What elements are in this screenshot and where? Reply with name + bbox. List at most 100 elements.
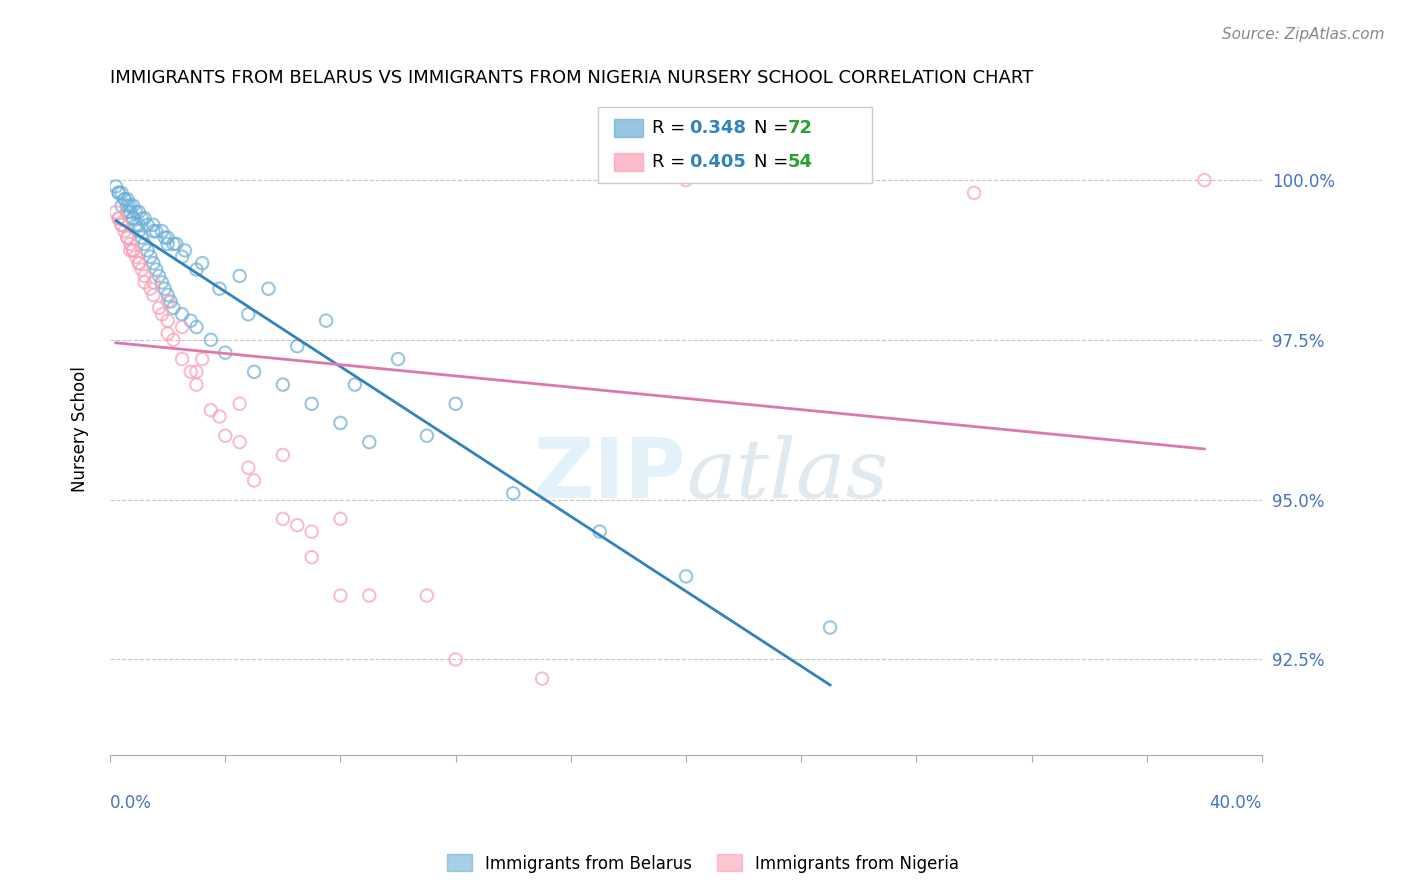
Point xyxy=(238,307,260,321)
Point xyxy=(142,218,165,232)
Point xyxy=(125,250,148,264)
Point xyxy=(134,211,156,226)
Point xyxy=(128,218,150,232)
Point xyxy=(444,652,467,666)
Point xyxy=(444,397,467,411)
Point xyxy=(301,550,323,565)
Point xyxy=(156,288,179,302)
Point xyxy=(214,345,236,359)
Point xyxy=(502,486,524,500)
Point xyxy=(208,282,231,296)
Point xyxy=(228,268,250,283)
Legend: Immigrants from Belarus, Immigrants from Nigeria: Immigrants from Belarus, Immigrants from… xyxy=(440,847,966,880)
Point xyxy=(145,224,167,238)
Point xyxy=(238,460,260,475)
Point xyxy=(150,307,173,321)
Point xyxy=(125,218,148,232)
Point xyxy=(416,429,439,443)
Point xyxy=(165,237,187,252)
Point xyxy=(122,211,145,226)
Point xyxy=(110,218,132,232)
Point xyxy=(285,518,308,533)
Point xyxy=(191,256,214,270)
Point xyxy=(128,205,150,219)
Point xyxy=(170,352,193,367)
Point xyxy=(134,268,156,283)
Point xyxy=(153,230,176,244)
Point xyxy=(120,244,142,258)
Point xyxy=(301,397,323,411)
Point xyxy=(285,339,308,353)
Point xyxy=(136,218,159,232)
Point xyxy=(675,173,697,187)
Point xyxy=(186,365,208,379)
Text: R =: R = xyxy=(652,120,692,137)
Point xyxy=(191,352,214,367)
Point xyxy=(142,288,165,302)
Text: Source: ZipAtlas.com: Source: ZipAtlas.com xyxy=(1222,27,1385,42)
Point xyxy=(139,250,162,264)
Text: 0.0%: 0.0% xyxy=(110,795,152,813)
Text: R =: R = xyxy=(652,153,692,170)
Point xyxy=(107,186,129,200)
Point xyxy=(104,205,127,219)
Point xyxy=(142,276,165,290)
Point xyxy=(963,186,986,200)
Point xyxy=(117,230,139,244)
Point xyxy=(117,199,139,213)
Point xyxy=(271,377,294,392)
Point xyxy=(104,179,127,194)
Point xyxy=(315,314,337,328)
Point xyxy=(180,365,202,379)
Point xyxy=(329,589,352,603)
Point xyxy=(120,199,142,213)
Point xyxy=(174,244,197,258)
Text: 0.405: 0.405 xyxy=(689,153,745,170)
Point xyxy=(208,409,231,424)
Text: atlas: atlas xyxy=(686,435,889,515)
Point xyxy=(114,224,136,238)
Point xyxy=(120,205,142,219)
Point xyxy=(186,262,208,277)
Point xyxy=(122,244,145,258)
Point xyxy=(156,237,179,252)
Point xyxy=(134,237,156,252)
Point xyxy=(142,256,165,270)
Point xyxy=(162,333,184,347)
Point xyxy=(186,377,208,392)
Point xyxy=(117,192,139,206)
Point xyxy=(170,307,193,321)
Point xyxy=(271,448,294,462)
Point xyxy=(136,244,159,258)
Point xyxy=(128,256,150,270)
Point xyxy=(128,224,150,238)
Text: 0.348: 0.348 xyxy=(689,120,747,137)
Point xyxy=(329,416,352,430)
Y-axis label: Nursery School: Nursery School xyxy=(72,367,89,492)
Point xyxy=(343,377,366,392)
Point xyxy=(139,282,162,296)
Point xyxy=(131,262,153,277)
Point xyxy=(156,294,179,309)
Point xyxy=(387,352,409,367)
Point xyxy=(122,199,145,213)
Point xyxy=(150,224,173,238)
Text: IMMIGRANTS FROM BELARUS VS IMMIGRANTS FROM NIGERIA NURSERY SCHOOL CORRELATION CH: IMMIGRANTS FROM BELARUS VS IMMIGRANTS FR… xyxy=(110,69,1033,87)
Point xyxy=(107,186,129,200)
Point xyxy=(588,524,610,539)
Text: 72: 72 xyxy=(787,120,813,137)
Point xyxy=(162,237,184,252)
Point xyxy=(131,211,153,226)
Text: N =: N = xyxy=(754,120,793,137)
Point xyxy=(148,268,170,283)
Point xyxy=(200,333,222,347)
Point xyxy=(128,256,150,270)
Point xyxy=(243,365,266,379)
Point xyxy=(818,620,841,634)
Point xyxy=(162,301,184,315)
Point xyxy=(228,435,250,450)
Point xyxy=(531,672,554,686)
Point xyxy=(271,512,294,526)
Point xyxy=(120,237,142,252)
Point xyxy=(110,199,132,213)
